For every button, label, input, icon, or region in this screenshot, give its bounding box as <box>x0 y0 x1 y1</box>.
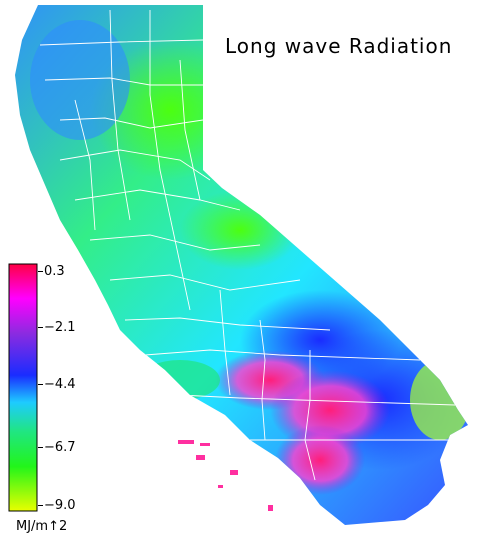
county-lines <box>39 9 456 481</box>
legend-tick <box>38 505 43 506</box>
legend-tick <box>38 384 43 385</box>
legend-tick-label: 0.3 <box>44 264 65 279</box>
legend-tick-label: −9.0 <box>44 498 76 513</box>
legend-tick <box>38 271 43 272</box>
legend-tick-label: −2.1 <box>44 320 76 335</box>
map-title: Long wave Radiation <box>225 34 453 58</box>
legend-tick-label: −6.7 <box>44 440 76 455</box>
legend-tick-label: −4.4 <box>44 377 76 392</box>
legend-tick <box>38 447 43 448</box>
legend-tick <box>38 327 43 328</box>
channel-islands <box>178 440 273 511</box>
legend-units: MJ/m↑2 <box>16 519 68 534</box>
legend-color-bar <box>8 263 38 512</box>
